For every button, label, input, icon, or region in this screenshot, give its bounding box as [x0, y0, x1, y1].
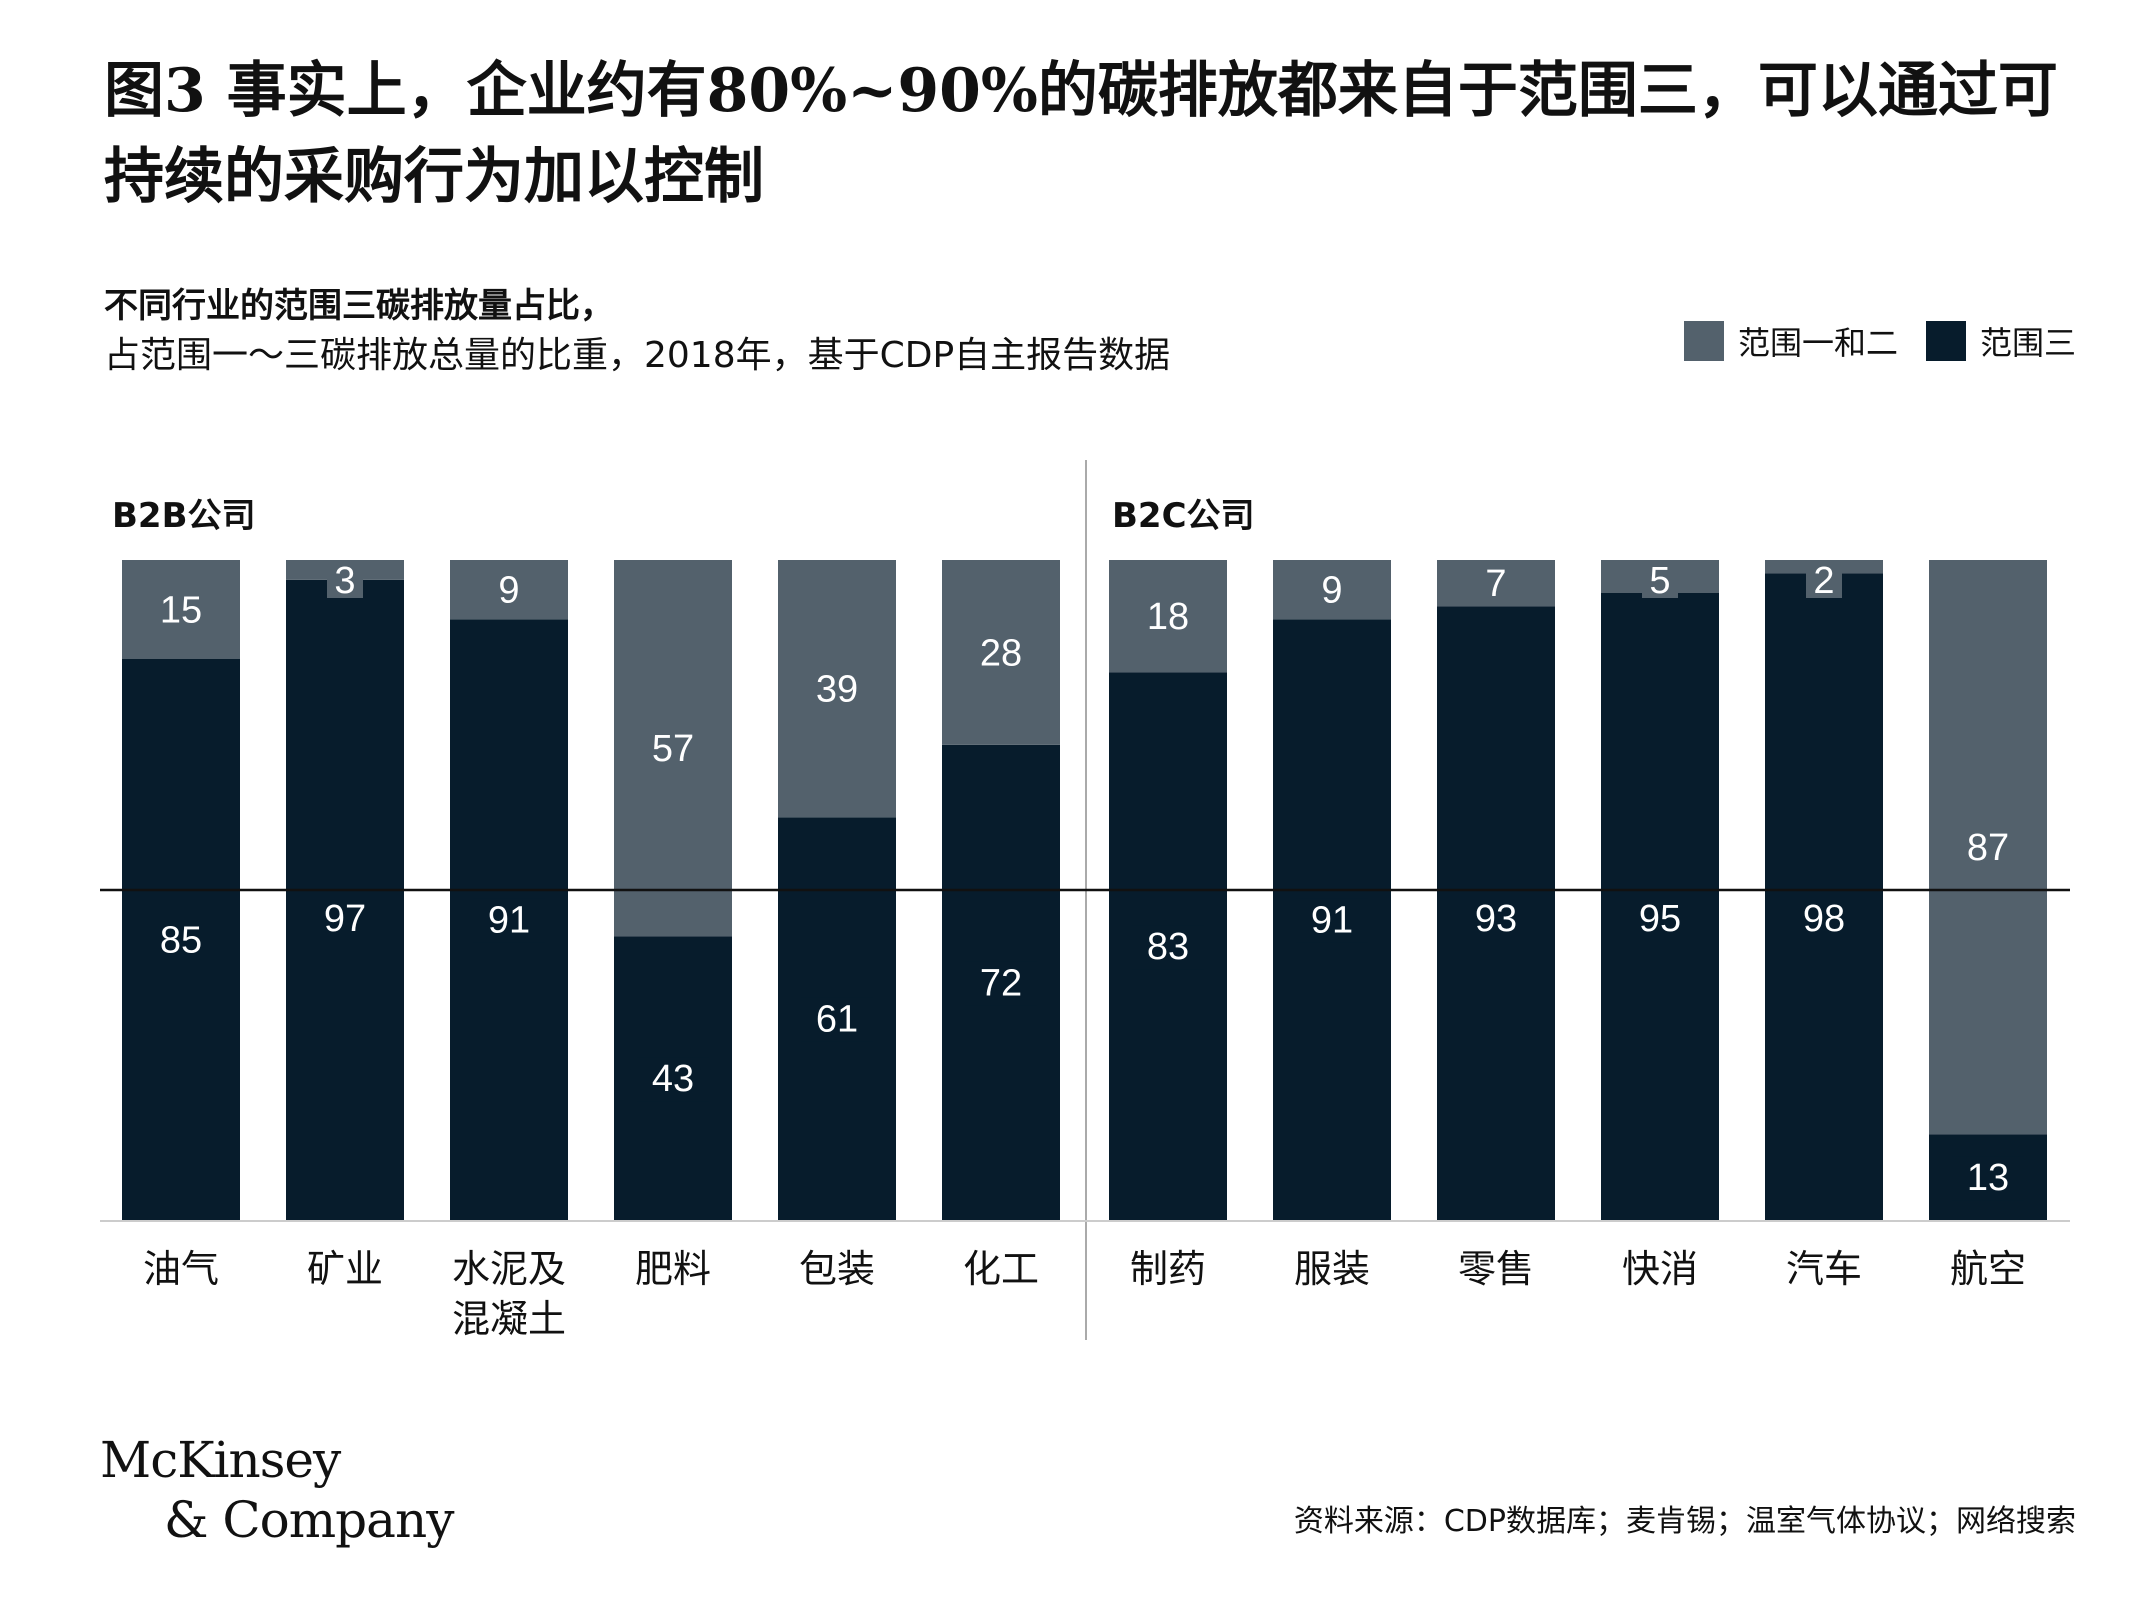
label-bg-scope3 [965, 961, 1037, 1006]
mckinsey-logo: McKinsey & Company [100, 1430, 454, 1550]
chart-title: 图3 事实上，企业约有80%~90%的碳排放都来自于范围三，可以通过可持续的采购… [104, 56, 2058, 212]
source-note: 资料来源：CDP数据库；麦肯锡；温室气体协议；网络搜索 [1293, 1504, 2076, 1539]
value-label-scope12: 9 [498, 570, 519, 612]
category-label: 服装 [1294, 1247, 1370, 1291]
value-label-scope12: 39 [816, 669, 858, 711]
label-bg-scope3 [801, 997, 873, 1042]
bar-scope12 [942, 560, 1060, 745]
category-label: 航空 [1950, 1247, 2026, 1291]
chart-subtitle-1: 不同行业的范围三碳排放量占比， [104, 286, 614, 326]
value-label-scope3: 13 [1967, 1157, 2009, 1199]
bar-scope12 [1109, 560, 1227, 673]
category-label: 汽车 [1786, 1247, 1862, 1291]
bar-scope12 [122, 560, 240, 659]
label-box-scope12 [1806, 560, 1842, 598]
legend-label-scope3: 范围三 [1979, 324, 2076, 362]
logo-line-1: McKinsey [100, 1431, 341, 1489]
label-bg-scope3 [145, 918, 217, 963]
label-bg-scope3 [1460, 897, 1532, 941]
value-label-scope3: 61 [816, 999, 858, 1041]
label-box-scope12 [1642, 560, 1678, 598]
bar-scope12 [450, 560, 568, 620]
legend: 范围一和二 范围三 [1683, 318, 2076, 364]
label-bg-scope3 [1132, 925, 1204, 970]
logo-line-2: & Company [164, 1491, 454, 1549]
bar-scope12 [1273, 560, 1391, 620]
label-bg-scope3 [637, 1057, 709, 1102]
label-bg-scope3 [1952, 1156, 2024, 1201]
value-label-scope3: 93 [1475, 898, 1517, 940]
value-label-scope12: 57 [652, 728, 694, 770]
stacked-bar-chart: B2B公司 B2C公司8515油气973矿业919水泥及混凝土4357肥料6139… [100, 460, 2070, 1341]
legend-label-scope12: 范围一和二 [1737, 324, 1898, 362]
value-label-scope3: 72 [980, 962, 1022, 1004]
legend-swatch-scope12 [1683, 321, 1724, 361]
category-label: 肥料 [635, 1247, 711, 1291]
value-label-scope12: 18 [1147, 596, 1189, 638]
bar-scope12 [1929, 560, 2047, 1135]
category-label: 化工 [963, 1247, 1039, 1291]
chart-subtitle-2: 占范围一～三碳排放总量的比重，2018年，基于CDP自主报告数据 [104, 335, 1171, 376]
value-label-scope12: 5 [1649, 560, 1670, 602]
value-label-scope3: 83 [1147, 926, 1189, 968]
bar-scope3 [1765, 573, 1883, 1220]
label-bg-scope3 [1296, 898, 1368, 943]
value-label-scope12: 87 [1967, 827, 2009, 869]
value-label-scope3: 91 [1311, 900, 1353, 942]
label-bg-scope3 [473, 898, 545, 943]
value-label-scope3: 43 [652, 1058, 694, 1100]
value-label-scope12: 9 [1321, 570, 1342, 612]
value-label-scope3: 85 [160, 920, 202, 962]
value-label-scope12: 7 [1485, 563, 1506, 605]
category-label: 零售 [1458, 1247, 1534, 1291]
value-label-scope3: 91 [488, 900, 530, 942]
legend-swatch-scope3 [1925, 321, 1966, 361]
value-label-scope12: 15 [160, 590, 202, 632]
label-bg-scope3 [309, 897, 381, 941]
value-label-scope12: 3 [334, 560, 355, 602]
value-label-scope3: 97 [324, 898, 366, 940]
category-label: 油气 [143, 1247, 219, 1291]
value-label-scope12: 2 [1813, 560, 1834, 602]
bar-scope12 [614, 560, 732, 937]
category-label: 混凝土 [452, 1297, 566, 1341]
bar-scope12 [1437, 560, 1555, 607]
category-label: 水泥及 [452, 1247, 566, 1291]
category-label: 快消 [1622, 1247, 1698, 1291]
label-bg-scope3 [1624, 897, 1696, 941]
label-bg-scope3 [1788, 897, 1860, 941]
value-label-scope3: 95 [1639, 898, 1681, 940]
bar-scope12 [778, 560, 896, 818]
legend-item-scope12: 范围一和二 [1683, 318, 1898, 364]
value-label-scope3: 98 [1803, 898, 1845, 940]
group-label: B2B公司 [112, 496, 256, 536]
category-label: 制药 [1130, 1247, 1206, 1291]
legend-item-scope3: 范围三 [1925, 318, 2076, 364]
value-label-scope12: 28 [980, 632, 1022, 674]
group-label: B2C公司 [1112, 496, 1255, 536]
category-label: 包装 [799, 1247, 875, 1291]
category-label: 矿业 [307, 1247, 383, 1291]
label-box-scope12 [327, 560, 363, 598]
